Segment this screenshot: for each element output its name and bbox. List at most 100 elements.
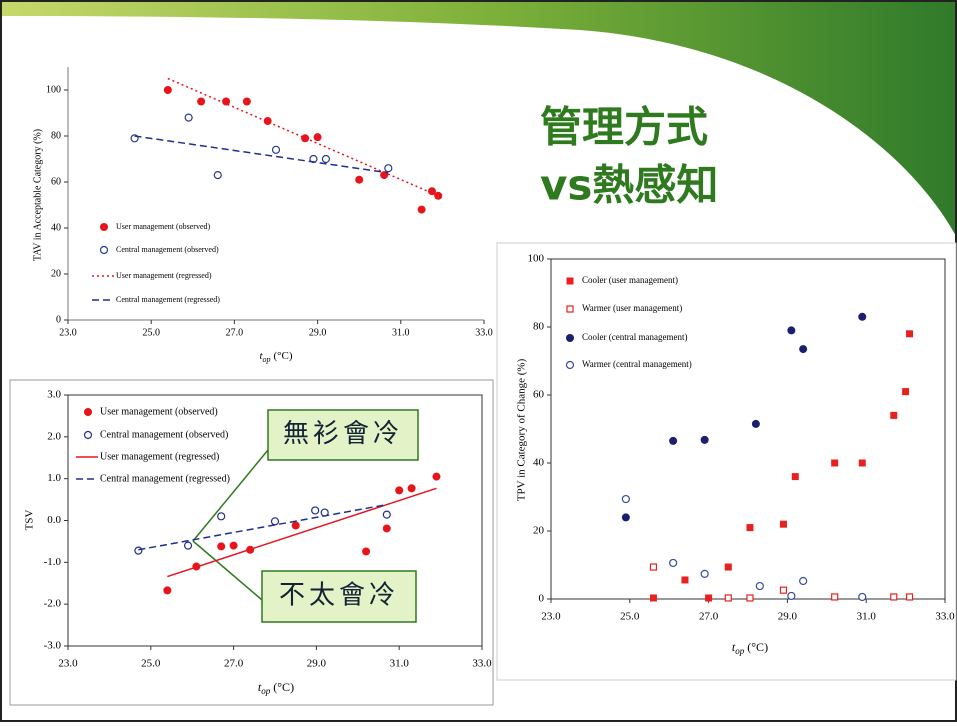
point [779, 520, 787, 528]
y-tick-label: 0 [56, 314, 61, 325]
point [791, 473, 799, 481]
point [270, 517, 280, 526]
callout-text: 不太會冷 [279, 581, 399, 611]
y-axis-title: TPV in Category of Change (%) [516, 358, 528, 501]
point [649, 594, 657, 602]
point [271, 145, 281, 154]
y-tick-label: 2.0 [47, 430, 61, 442]
point [217, 542, 226, 551]
y-tick-label: 40 [533, 457, 545, 469]
y-tick-label: 20 [533, 525, 545, 537]
legend-label: Central management (regressed) [116, 295, 220, 304]
y-tick-label: -3.0 [44, 640, 62, 652]
x-axis-title: top (°C) [259, 350, 292, 364]
legend-swatch [99, 245, 109, 255]
point [700, 569, 709, 578]
callout-text: 無衫會冷 [283, 419, 403, 449]
x-tick-label: 23.0 [59, 327, 77, 338]
x-tick-label: 29.0 [307, 658, 327, 670]
callout-line [192, 540, 263, 601]
point [213, 171, 222, 180]
y-tick-label: 80 [51, 130, 61, 141]
point [382, 510, 391, 519]
y-tick-label: 60 [51, 176, 61, 187]
point [242, 97, 251, 106]
point [755, 581, 764, 591]
point [428, 187, 436, 196]
legend-label: User management (observed) [116, 222, 211, 231]
x-tick-label: 33.0 [472, 658, 492, 670]
point [831, 593, 839, 601]
point [362, 547, 371, 556]
x-tick-label: 27.0 [224, 658, 244, 670]
point [700, 435, 709, 444]
point [669, 436, 678, 445]
point [417, 205, 426, 214]
point [395, 486, 404, 495]
legend-label: User management (regressed) [100, 451, 219, 462]
chart: 23.0 25.0 27.0 29.0 31.0 33.0 -3.0 -2.0 -1.0 0.0 1… [24, 389, 493, 697]
point [217, 512, 226, 521]
x-tick-label: 29.0 [778, 611, 798, 623]
point [382, 524, 391, 533]
point [163, 586, 172, 595]
chart: 23.0 25.0 27.0 29.0 31.0 33.0 0 20 40 60 80 100 TAV … [32, 67, 493, 364]
legend-swatch [565, 360, 575, 370]
point [906, 330, 914, 338]
point [858, 592, 867, 602]
slide-title: vs熱感知 [540, 161, 718, 210]
x-tick-label: 33.0 [935, 611, 955, 623]
legend-label: Central management (observed) [100, 429, 228, 440]
x-axis-title-unit: (°C) [274, 350, 293, 362]
fit-line [138, 503, 387, 551]
chart-frame [496, 242, 957, 681]
x-axis-title-sub: op [263, 355, 271, 364]
point [705, 594, 713, 602]
point [746, 524, 754, 532]
point [649, 563, 658, 571]
point [787, 591, 796, 601]
fit-line [167, 487, 437, 578]
slide-title: 管理方式 [540, 103, 708, 152]
point [301, 134, 310, 143]
x-tick-label: 29.0 [309, 327, 327, 338]
x-axis-title: top (°C) [732, 640, 768, 656]
point [890, 593, 898, 601]
x-axis-title-main: t [732, 640, 736, 654]
x-tick-label: 25.0 [142, 327, 160, 338]
y-tick-label: 3.0 [47, 389, 61, 401]
point [183, 541, 193, 550]
y-tick-label: 20 [51, 268, 61, 279]
point [831, 459, 839, 467]
y-axis-title: TAV in Acceptable Category (%) [32, 129, 43, 261]
point [434, 191, 443, 200]
point [787, 326, 796, 335]
point [724, 563, 732, 571]
x-tick-label: 27.0 [699, 611, 719, 623]
y-tick-label: 1.0 [47, 472, 61, 484]
x-tick-label: 25.0 [620, 611, 640, 623]
chart-frame [9, 379, 494, 706]
point [746, 594, 754, 602]
point [681, 576, 689, 584]
point [724, 594, 732, 602]
point [890, 411, 898, 419]
point [621, 494, 630, 504]
x-tick-label: 27.0 [226, 327, 244, 338]
point [407, 484, 416, 493]
callout-box [267, 409, 419, 461]
point [197, 97, 206, 106]
header-band [0, 0, 957, 238]
point [799, 576, 808, 586]
point [355, 175, 364, 184]
y-tick-label: 0.0 [47, 514, 61, 526]
point [163, 86, 172, 94]
legend-swatch [100, 223, 108, 231]
point [751, 419, 760, 428]
point [384, 164, 393, 173]
fit-line [167, 77, 439, 197]
y-axis-title: TSV [24, 510, 36, 531]
point [621, 513, 630, 522]
x-axis-title-main: t [258, 680, 262, 694]
legend-swatch [83, 430, 93, 440]
